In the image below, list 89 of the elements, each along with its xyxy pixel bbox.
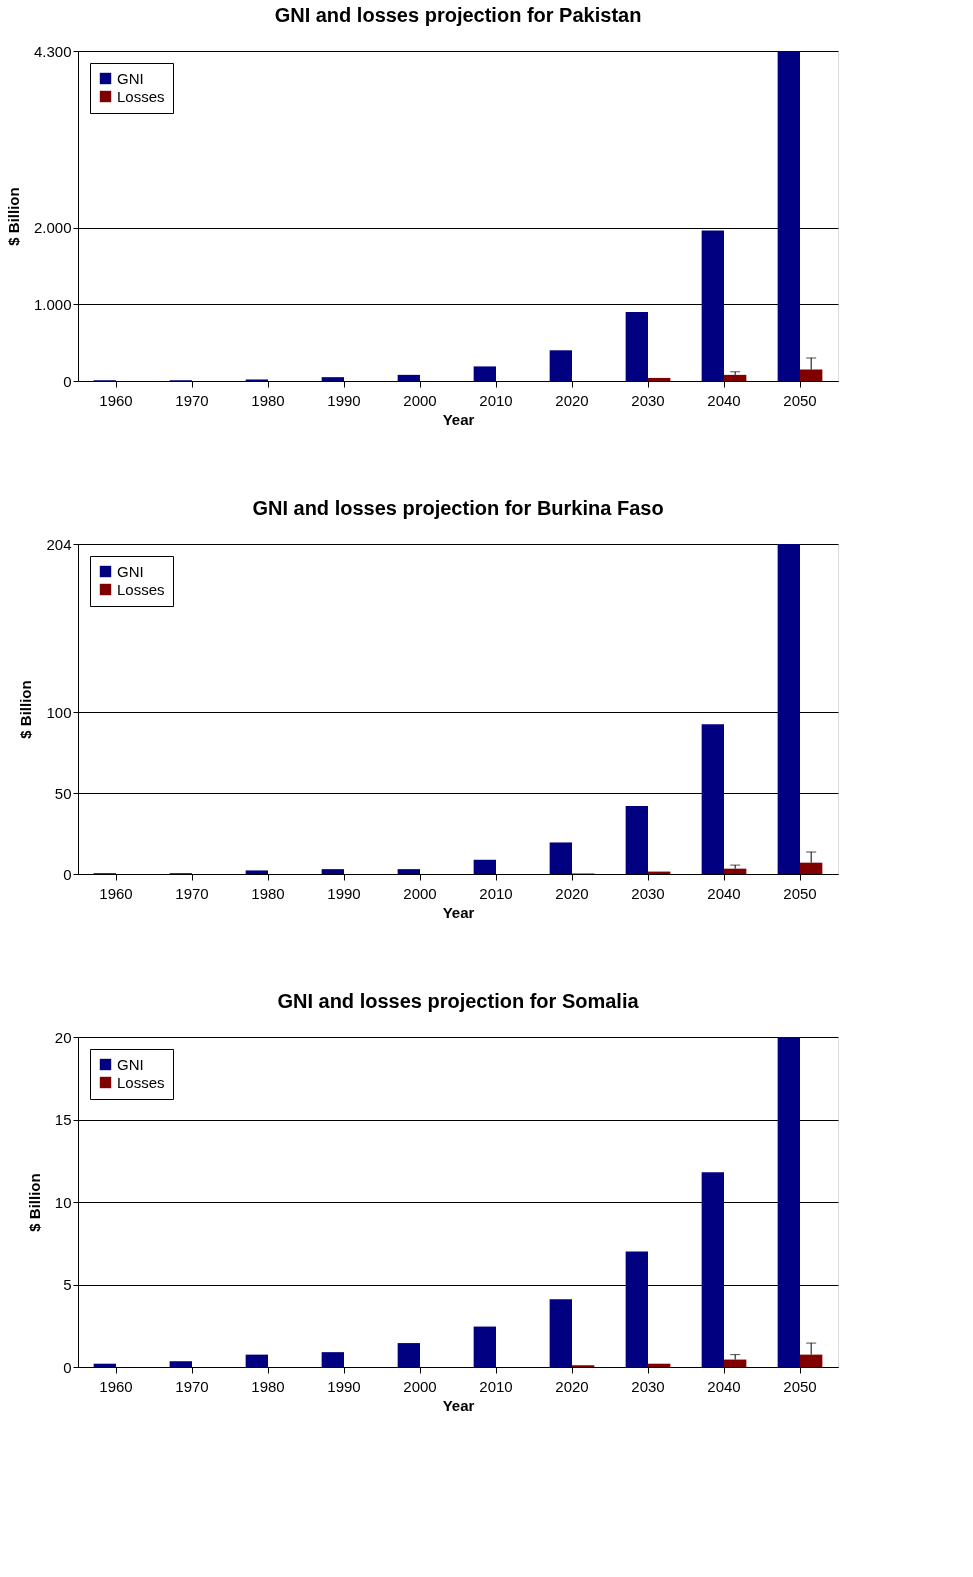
chart-title: GNI and losses projection for Somalia: [277, 990, 640, 1012]
legend-label: GNI: [117, 69, 144, 87]
x-tick-label: 1990: [327, 1377, 361, 1395]
x-tick-label: 2020: [555, 1377, 589, 1395]
bar: [701, 724, 724, 874]
x-tick-label: 1980: [251, 884, 285, 902]
bar: [397, 1343, 420, 1367]
x-tick-label: 2020: [555, 391, 589, 409]
x-tick-label: 2030: [631, 391, 665, 409]
legend-label: GNI: [117, 562, 144, 580]
y-tick-label: 0: [63, 372, 72, 390]
x-tick-label: 2010: [479, 884, 513, 902]
y-tick-label: 50: [54, 784, 72, 802]
chart-title: GNI and losses projection for Burkina Faso: [252, 497, 664, 519]
bar: [321, 377, 344, 381]
bar: [724, 374, 747, 381]
bar: [549, 842, 572, 874]
y-tick-label: 10: [54, 1193, 72, 1211]
bar: [625, 806, 648, 874]
x-tick-label: 2050: [783, 884, 817, 902]
y-axis-title: $ Billion: [4, 187, 22, 246]
x-tick-label: 1960: [99, 1377, 133, 1395]
x-tick-label: 1990: [327, 391, 361, 409]
x-tick-label: 2040: [707, 391, 741, 409]
chart-title: GNI and losses projection for Pakistan: [274, 4, 642, 26]
x-tick-label: 1960: [99, 391, 133, 409]
legend-label: GNI: [117, 1055, 144, 1073]
x-tick-label: 1990: [327, 884, 361, 902]
x-tick-label: 2040: [707, 1377, 741, 1395]
x-tick-label: 2020: [555, 884, 589, 902]
x-axis-title: Year: [442, 1396, 475, 1414]
legend-label: Losses: [117, 1073, 165, 1091]
x-tick-label: 1970: [175, 391, 209, 409]
x-tick-label: 2000: [403, 391, 437, 409]
bar: [724, 1359, 747, 1367]
bar: [245, 1354, 268, 1367]
bar: [800, 862, 823, 874]
bar: [321, 869, 344, 874]
y-axis-title: $ Billion: [25, 1173, 43, 1232]
y-tick-label: 20: [54, 1028, 72, 1046]
bar: [625, 311, 648, 381]
y-tick-label: 1.000: [33, 295, 72, 313]
bar: [800, 369, 823, 381]
y-tick-label: 100: [46, 703, 72, 721]
x-tick-label: 2050: [783, 1377, 817, 1395]
bar: [777, 1037, 800, 1367]
bar: [549, 350, 572, 381]
bar: [321, 1352, 344, 1367]
x-tick-label: 2050: [783, 391, 817, 409]
bar: [648, 377, 671, 381]
x-tick-label: 2000: [403, 884, 437, 902]
y-tick-label: 4.300: [33, 42, 72, 60]
x-tick-label: 2040: [707, 884, 741, 902]
x-tick-label: 2010: [479, 391, 513, 409]
bar: [245, 870, 268, 874]
y-tick-label: 5: [63, 1276, 72, 1293]
x-tick-label: 1970: [175, 1377, 209, 1395]
bar: [777, 544, 800, 874]
bar: [777, 51, 800, 381]
x-tick-label: 2030: [631, 884, 665, 902]
y-axis-title: $ Billion: [17, 680, 35, 739]
legend-label: Losses: [117, 580, 165, 598]
bar: [169, 1361, 192, 1367]
x-tick-label: 2000: [403, 1377, 437, 1395]
y-tick-label: 0: [63, 1358, 72, 1376]
y-tick-label: 15: [54, 1111, 72, 1128]
y-tick-label: 204: [46, 535, 72, 553]
x-axis-title: Year: [442, 903, 475, 921]
x-tick-label: 2030: [631, 1377, 665, 1395]
bar: [701, 230, 724, 381]
bar: [549, 1299, 572, 1367]
y-tick-label: 2.000: [33, 219, 72, 237]
y-tick-label: 0: [63, 865, 72, 883]
x-tick-label: 1970: [175, 884, 209, 902]
bar: [800, 1354, 823, 1367]
bar: [473, 1326, 496, 1367]
bar: [397, 869, 420, 874]
bar: [724, 868, 747, 874]
x-axis-title: Year: [442, 410, 475, 428]
x-tick-label: 1980: [251, 1377, 285, 1395]
x-tick-label: 2010: [479, 1377, 513, 1395]
x-tick-label: 1960: [99, 884, 133, 902]
x-tick-label: 1980: [251, 391, 285, 409]
bar: [397, 374, 420, 381]
bar: [473, 366, 496, 381]
bar: [701, 1172, 724, 1367]
bar: [625, 1251, 648, 1367]
legend-label: Losses: [117, 87, 165, 105]
bar: [473, 859, 496, 874]
